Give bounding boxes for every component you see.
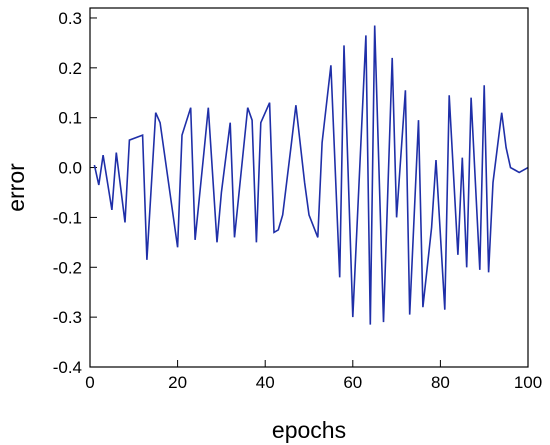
x-tick-label: 80	[431, 373, 450, 392]
y-tick-label: -0.3	[53, 308, 82, 327]
x-tick-label: 100	[514, 373, 542, 392]
x-tick-label: 60	[343, 373, 362, 392]
y-axis-label: error	[3, 163, 29, 212]
x-tick-label: 0	[85, 373, 94, 392]
error-series-line	[93, 25, 529, 325]
y-tick-label: -0.1	[53, 208, 82, 227]
y-tick-label: -0.4	[53, 358, 82, 377]
x-tick-label: 40	[256, 373, 275, 392]
y-tick-label: 0.2	[58, 59, 82, 78]
x-tick-label: 20	[168, 373, 187, 392]
y-tick-label: -0.2	[53, 258, 82, 277]
y-axis-ticks: -0.4 -0.3 -0.2 -0.1 0.0 0.1 0.2 0.3	[53, 9, 97, 377]
plot-frame	[89, 7, 529, 368]
y-tick-label: 0.0	[58, 159, 82, 178]
y-tick-label: 0.1	[58, 109, 82, 128]
y-tick-label: 0.3	[58, 9, 82, 28]
x-axis-ticks: 0 20 40 60 80 100	[85, 360, 542, 392]
x-axis-label: epochs	[272, 417, 346, 443]
